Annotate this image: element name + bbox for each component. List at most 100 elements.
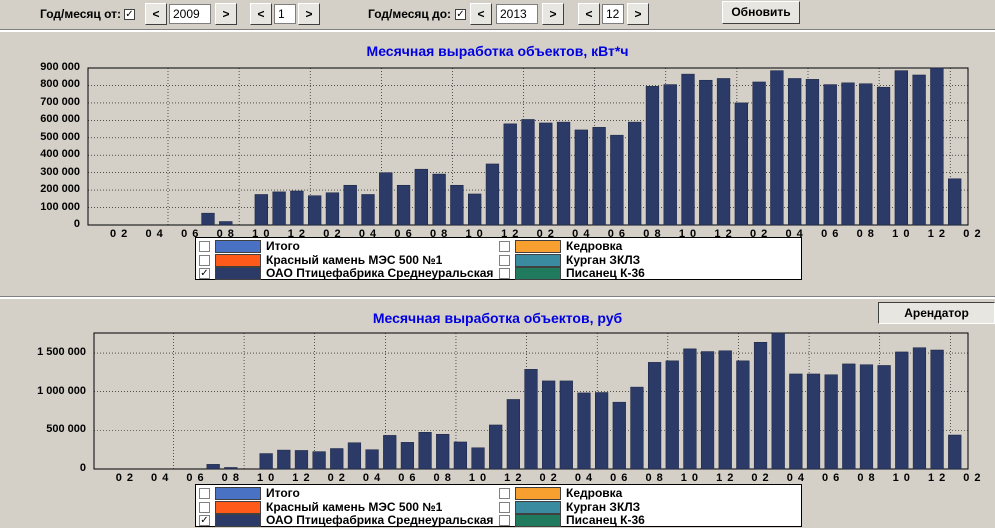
money-chart-legend-label: Итого [266,486,300,500]
from-year-next-button[interactable]: > [215,3,237,25]
money-chart-legend-checkbox[interactable] [499,488,510,499]
to-year-prev-button[interactable]: < [470,3,492,25]
money-chart-bar [912,347,927,470]
money-chart-bar [842,363,856,470]
money-chart-legend-checkbox[interactable] [499,501,510,513]
energy-chart-bar [628,121,642,226]
energy-chart-bar [734,102,748,226]
energy-chart-y-tick-label: 200 000 [40,183,80,196]
energy-chart-legend-item[interactable]: Писанец К-36 [499,267,799,281]
energy-chart-legend-checkbox[interactable] [499,268,510,279]
energy-chart-legend-checkbox[interactable] [199,254,210,266]
energy-chart-bar [645,86,660,226]
energy-chart-legend-checkbox[interactable] [199,241,210,252]
money-chart-legend-swatch [215,500,261,514]
to-month-next-button[interactable]: > [627,3,649,25]
money-chart-legend-item[interactable]: ✓ ОАО Птицефабрика Среднеуральская [199,514,499,528]
money-chart-legend-item[interactable]: Итого [199,487,499,501]
energy-chart-legend-checkbox[interactable] [499,254,510,266]
money-chart-bar [206,464,220,470]
money-chart-bar [771,332,785,470]
money-chart-bar [683,348,697,470]
money-chart-bar [612,401,626,470]
money-chart-bar [524,369,538,470]
energy-chart-x-tick-label: 0 4 [145,228,164,240]
money-chart-bar [542,380,556,470]
money-chart-bar [259,453,273,470]
money-chart-bar [895,351,909,470]
from-checkbox[interactable]: ✓ [124,9,135,20]
energy-chart-legend-item[interactable]: Итого [199,240,499,254]
energy-chart-legend-item[interactable]: ✓ ОАО Птицефабрика Среднеуральская [199,267,499,281]
energy-chart-bar [894,70,908,226]
energy-chart-bar [468,193,482,226]
energy-chart-y-tick-label: 100 000 [40,200,80,213]
energy-chart-bar [859,83,873,226]
energy-chart-bar [361,194,375,226]
energy-chart-legend-item[interactable]: Красный камень МЭС 500 №1 [199,252,499,268]
money-chart-x-tick-label: 0 8 [433,472,452,484]
energy-chart-legend-swatch [215,267,261,280]
money-chart-bar [224,467,238,470]
from-month-next-button[interactable]: > [298,3,320,25]
money-chart-legend-item[interactable]: Курган ЗКЛЗ [499,500,799,515]
energy-chart-legend-item[interactable]: Кедровка [499,240,799,254]
money-chart-x-tick-label: 1 0 [892,472,911,484]
energy-chart-legend-swatch [215,240,261,253]
from-month-prev-button[interactable]: < [250,3,272,25]
money-chart-bar [930,349,944,470]
energy-chart-legend-item[interactable]: Курган ЗКЛЗ [499,253,799,268]
from-month-field[interactable]: 1 [274,4,296,24]
energy-chart-legend-label: Красный камень МЭС 500 №1 [266,252,443,267]
energy-chart-legend-swatch [515,240,561,253]
energy-chart-legend: Итого Красный камень МЭС 500 №1 ✓ ОАО Птице… [195,237,802,280]
money-chart-title: Месячная выработка объектов, руб [372,310,623,326]
to-month-field[interactable]: 12 [602,4,624,24]
energy-chart-bar [948,178,962,226]
money-chart-x-tick-label: 1 2 [292,472,311,484]
money-chart-x-tick-label: 1 2 [716,472,735,484]
energy-chart-bar [432,173,446,226]
from-year-field[interactable]: 2009 [169,4,211,24]
energy-chart-bar [699,79,713,226]
to-checkbox[interactable]: ✓ [455,9,466,20]
money-chart-y-tick-label: 1 000 000 [37,384,86,397]
energy-chart-legend-swatch [515,267,561,280]
to-year-next-button[interactable]: > [542,3,564,25]
energy-chart-bar [290,190,304,226]
money-chart-x-tick-label: 1 2 [927,472,947,484]
money-chart-legend-item[interactable]: Кедровка [499,487,799,501]
money-chart-legend-checkbox[interactable] [199,488,210,499]
toolbar-divider [0,29,995,32]
tenant-button[interactable]: Арендатор [878,302,995,324]
money-chart-bar [436,433,450,470]
energy-chart-bar [325,192,340,226]
money-chart-legend-checkbox[interactable] [199,501,210,513]
energy-chart-legend-checkbox[interactable]: ✓ [199,268,210,279]
money-chart-legend-item[interactable]: Красный камень МЭС 500 №1 [199,500,499,515]
money-chart-bar [718,350,732,470]
energy-chart-legend-swatch [515,253,561,267]
money-chart-bar [312,451,326,470]
money-chart-bar [400,442,415,470]
money-chart-x-tick-label: 0 8 [221,472,240,484]
from-year-prev-button[interactable]: < [145,3,167,25]
refresh-button[interactable]: Обновить [722,1,800,24]
energy-chart-y-tick-label: 900 000 [40,61,80,73]
money-chart-bar [506,399,520,470]
money-chart-bar [418,432,432,470]
energy-chart-legend-checkbox[interactable] [499,241,510,252]
money-chart-bar [753,342,768,470]
energy-chart-bar [396,184,411,226]
energy-chart-bar [414,168,428,226]
energy-chart-bar [485,163,500,226]
money-chart-x-tick-label: 0 2 [539,472,558,484]
energy-chart-bar [379,172,393,226]
to-year-field[interactable]: 2013 [496,4,538,24]
energy-chart-bar [539,122,553,226]
energy-chart-y-tick-label: 400 000 [40,148,80,161]
money-chart-legend-item[interactable]: Писанец К-36 [499,514,799,528]
money-chart-x-tick-label: 0 4 [151,472,170,484]
energy-chart-bar [592,127,606,226]
to-month-prev-button[interactable]: < [578,3,600,25]
